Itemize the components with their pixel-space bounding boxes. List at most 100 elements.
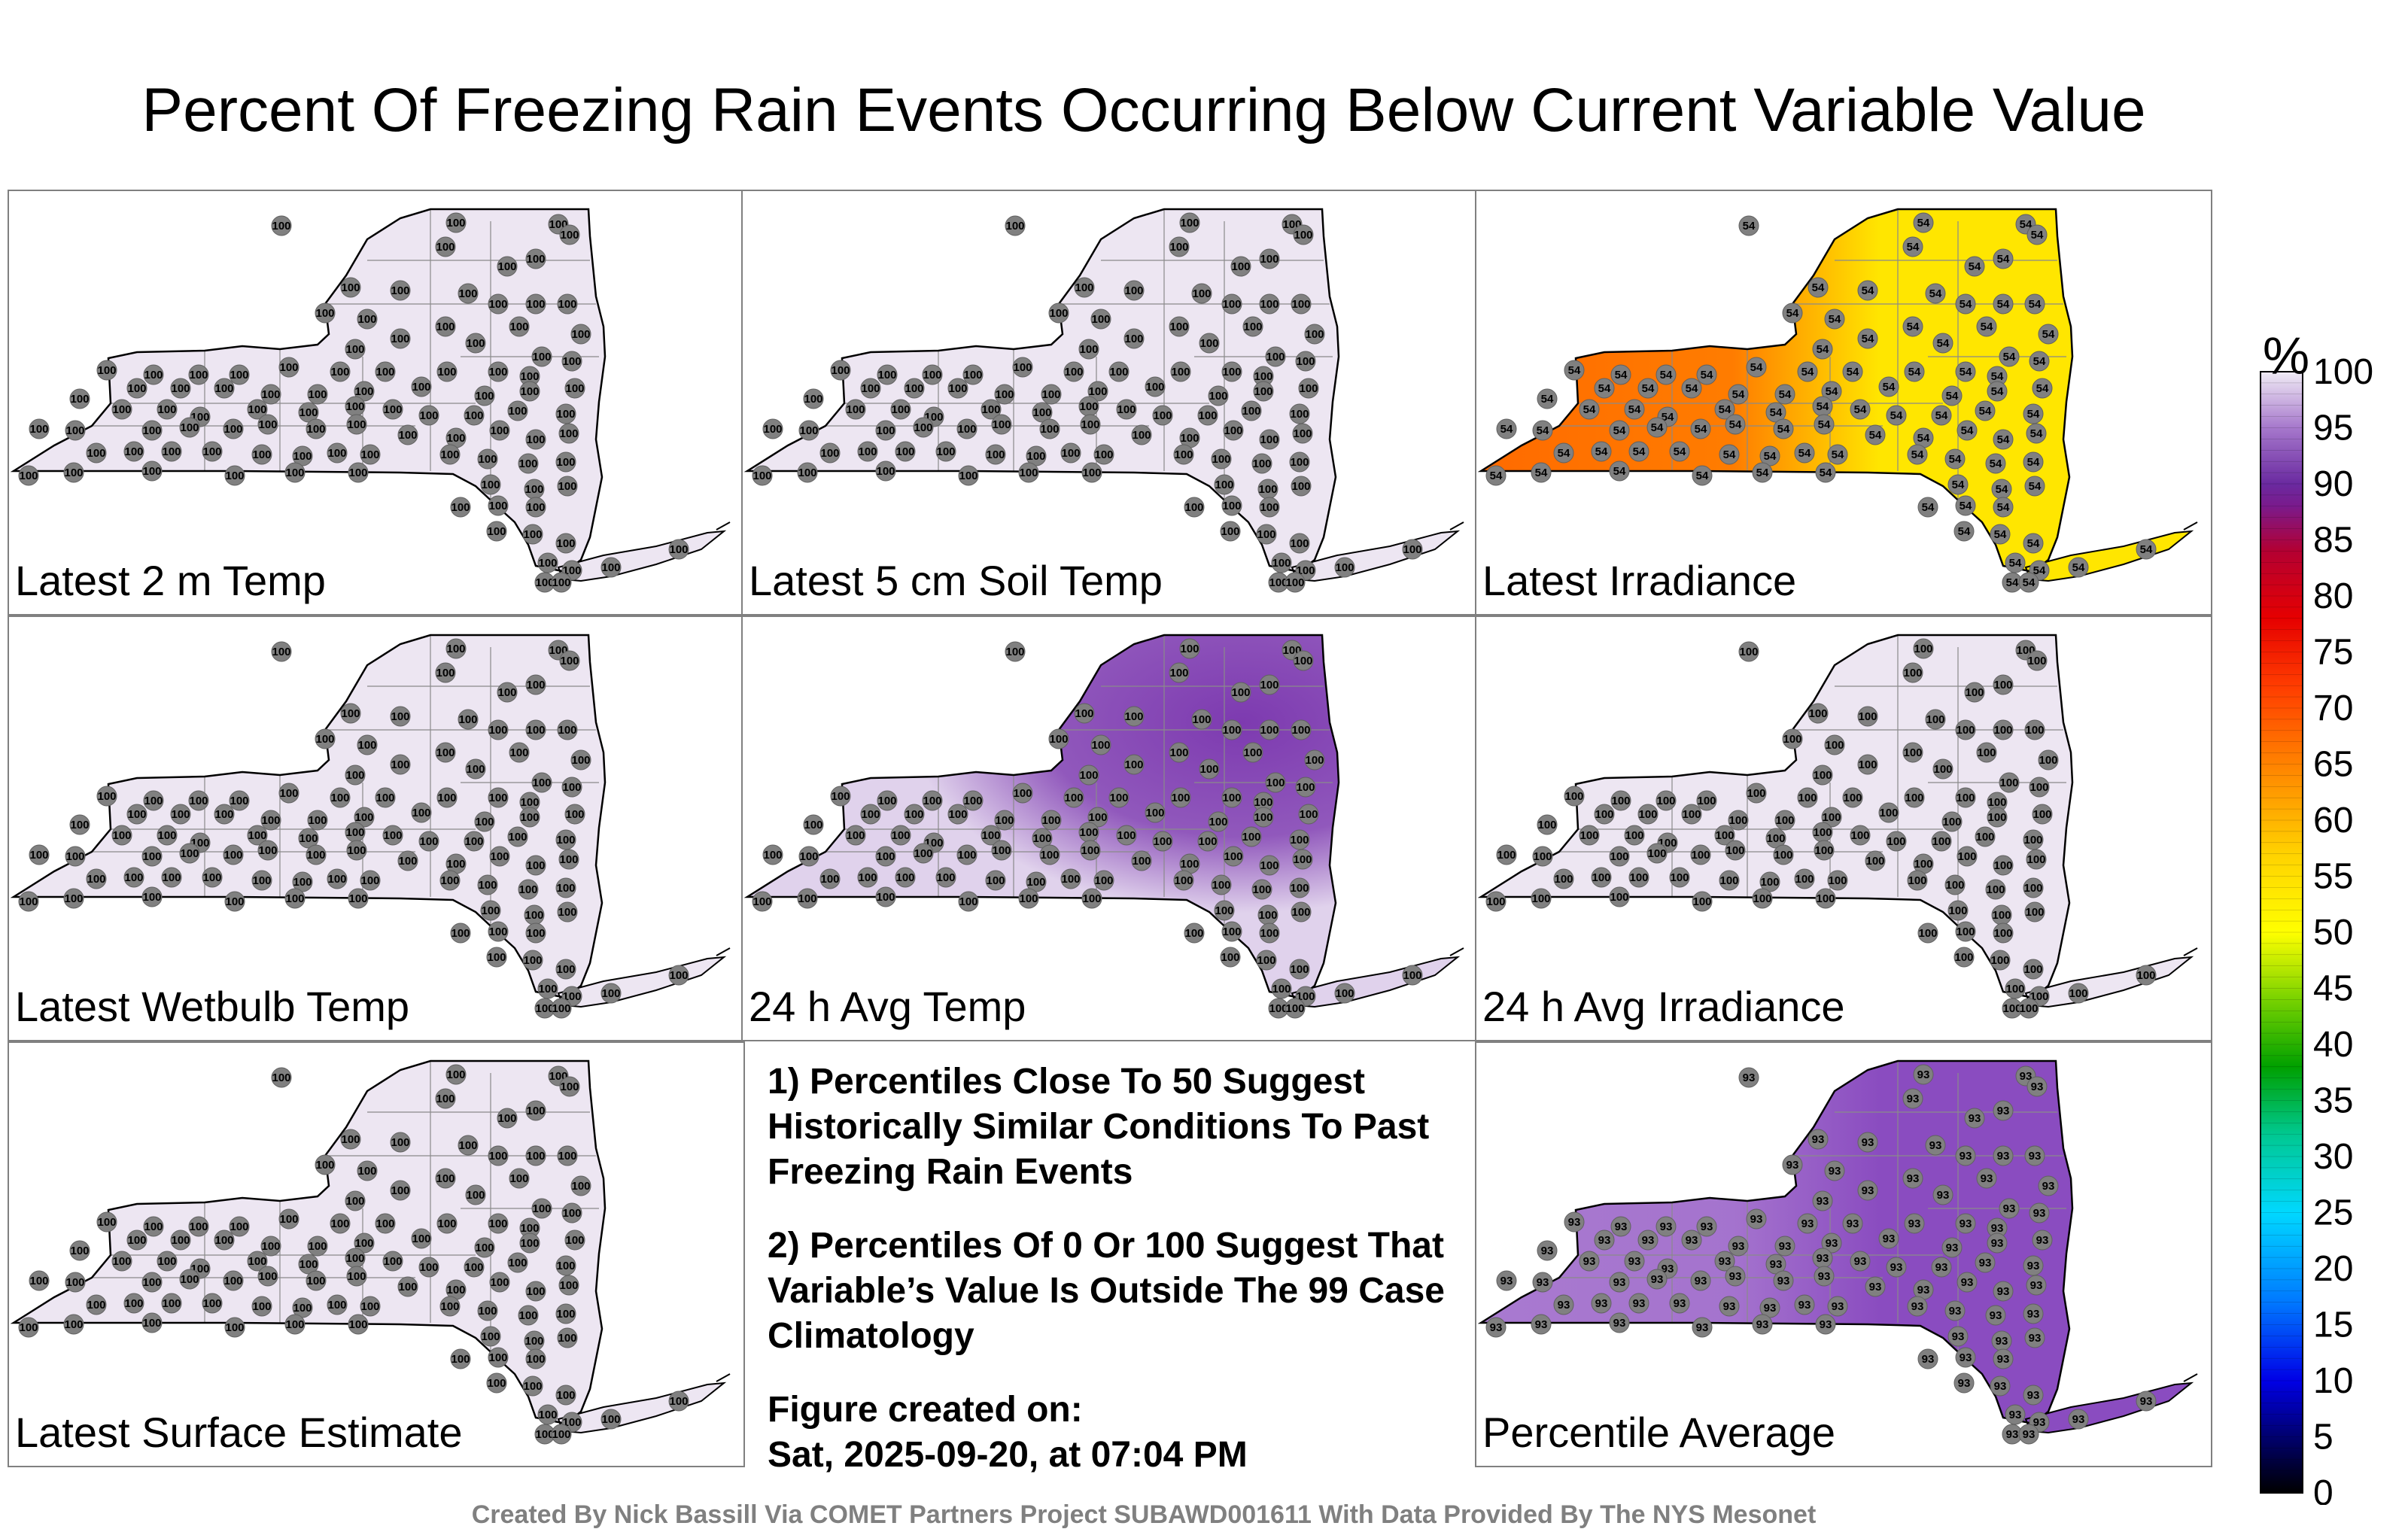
station-value: 100 — [1993, 859, 2012, 872]
station-value: 54 — [1812, 281, 1825, 294]
station-value: 100 — [214, 808, 233, 821]
station-marker: 100 — [1087, 381, 1108, 402]
station-value: 100 — [157, 1255, 176, 1268]
station-marker: 54 — [1913, 212, 1934, 233]
station-value: 93 — [1756, 1318, 1769, 1331]
station-value: 100 — [157, 829, 176, 842]
station-marker: 100 — [188, 1216, 209, 1237]
station-value: 100 — [560, 229, 579, 242]
station-value: 54 — [1991, 370, 2004, 383]
station-value: 100 — [1124, 758, 1143, 771]
station-value: 54 — [1946, 390, 1959, 403]
station-marker: 100 — [551, 1424, 572, 1445]
station-marker: 100 — [991, 414, 1012, 435]
station-marker: 100 — [188, 364, 209, 385]
station-value: 100 — [526, 1150, 545, 1163]
station-value: 100 — [345, 769, 364, 782]
station-value: 100 — [1638, 808, 1657, 821]
station-marker: 100 — [161, 441, 182, 462]
station-marker: 54 — [1759, 445, 1780, 467]
station-value: 100 — [1243, 746, 1262, 759]
station-value: 100 — [526, 724, 545, 737]
station-value: 100 — [345, 343, 364, 356]
station-value: 100 — [446, 432, 465, 445]
station-marker: 100 — [1074, 703, 1095, 724]
station-value: 100 — [535, 576, 554, 589]
station-marker: 100 — [1990, 950, 2011, 971]
station-value: 100 — [1224, 850, 1242, 863]
station-value: 100 — [306, 423, 325, 436]
station-value: 54 — [2020, 218, 2033, 231]
station-value: 100 — [214, 382, 233, 395]
station-marker: 54 — [1993, 248, 2014, 269]
station-value: 93 — [2030, 1279, 2043, 1292]
station-value: 100 — [1291, 906, 1310, 919]
station-marker: 100 — [179, 843, 200, 864]
station-marker: 100 — [561, 351, 582, 372]
station-marker: 100 — [557, 1327, 578, 1348]
station-marker: 100 — [1131, 850, 1152, 871]
station-marker: 100 — [488, 495, 509, 516]
station-value: 100 — [330, 792, 349, 804]
station-value: 100 — [70, 1245, 89, 1257]
station-value: 100 — [526, 253, 545, 266]
station-marker: 100 — [1692, 891, 1713, 912]
station-marker: 100 — [558, 1275, 579, 1296]
station-marker: 100 — [1048, 302, 1069, 324]
station-marker: 54 — [1955, 293, 1976, 315]
station-marker: 54 — [1591, 441, 1612, 462]
station-marker: 100 — [141, 460, 163, 482]
station-value: 100 — [2026, 853, 2045, 866]
station-marker: 100 — [1955, 787, 1976, 808]
station-marker: 100 — [382, 399, 403, 420]
station-value: 100 — [1049, 733, 1068, 746]
long-island-outline — [557, 530, 727, 582]
station-marker: 100 — [1197, 405, 1218, 426]
station-value: 100 — [189, 795, 208, 807]
station-value: 100 — [375, 366, 394, 378]
station-value: 100 — [1828, 874, 1847, 887]
station-value: 100 — [957, 423, 976, 436]
station-marker: 54 — [1725, 414, 1746, 435]
station-marker: 100 — [525, 855, 546, 876]
station-marker: 100 — [229, 790, 250, 811]
station-value: 93 — [1832, 1300, 1844, 1313]
station-marker: 100 — [555, 533, 576, 554]
station-marker: 100 — [179, 1269, 200, 1290]
station-marker: 100 — [1259, 248, 1280, 269]
station-value: 100 — [481, 904, 500, 917]
station-marker: 54 — [1794, 442, 1815, 464]
station-value: 93 — [1743, 1071, 1756, 1084]
station-value: 100 — [1061, 873, 1080, 886]
station-marker: 54 — [1531, 462, 1552, 483]
colorbar-gradient — [2260, 371, 2303, 1494]
station-value: 100 — [556, 963, 575, 976]
station-value: 100 — [1816, 892, 1835, 905]
station-marker: 93 — [2024, 1145, 2045, 1166]
station-marker: 100 — [450, 1348, 471, 1369]
station-value: 93 — [1960, 1351, 1972, 1364]
station-marker: 100 — [1179, 212, 1200, 233]
station-marker: 93 — [1553, 1294, 1574, 1315]
station-marker: 100 — [518, 453, 539, 474]
station-value: 54 — [1535, 467, 1548, 479]
station-marker: 100 — [1221, 921, 1242, 942]
station-marker: 100 — [1655, 790, 1677, 811]
station-value: 100 — [487, 951, 506, 964]
station-value: 93 — [2042, 1180, 2055, 1193]
station-marker: 100 — [525, 248, 546, 269]
station-value: 100 — [1032, 832, 1051, 845]
station-marker: 100 — [991, 840, 1012, 861]
station-value: 100 — [509, 1172, 528, 1185]
station-value: 100 — [1795, 873, 1814, 886]
station-marker: 100 — [458, 283, 479, 304]
station-marker: 100 — [1108, 787, 1130, 808]
station-value: 100 — [1725, 844, 1744, 857]
station-marker: 54 — [2023, 451, 2044, 473]
station-value: 93 — [1854, 1255, 1867, 1268]
station-value: 93 — [1613, 1276, 1626, 1289]
station-marker: 100 — [1184, 923, 1205, 944]
station-value: 100 — [518, 883, 537, 896]
station-marker: 100 — [445, 853, 467, 874]
